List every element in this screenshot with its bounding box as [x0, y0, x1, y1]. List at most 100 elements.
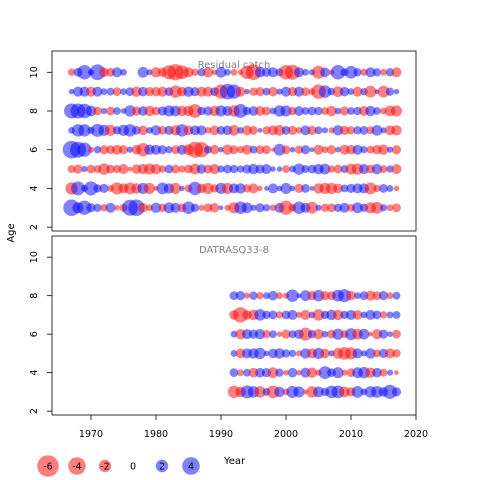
legend-bubble — [155, 459, 169, 473]
residual-bubble — [268, 310, 278, 320]
residual-bubble — [320, 67, 330, 78]
residual-bubble — [263, 292, 270, 300]
residual-bubble — [218, 146, 224, 153]
residual-bubble — [289, 146, 296, 153]
residual-bubble — [198, 204, 205, 211]
residual-bubble — [321, 330, 329, 338]
residual-bubble — [392, 310, 401, 319]
residual-bubble — [321, 127, 329, 134]
residual-bubble — [196, 125, 207, 136]
residual-bubble — [364, 182, 377, 195]
residual-bubble — [171, 164, 180, 174]
residual-bubble — [158, 165, 167, 173]
residual-bubble — [386, 311, 394, 319]
residual-bubble — [106, 106, 115, 116]
residual-bubble — [372, 68, 382, 77]
residual-bubble — [267, 183, 279, 194]
residual-bubble — [241, 329, 253, 340]
residual-bubble — [365, 105, 376, 117]
residual-bubble — [262, 310, 271, 320]
residual-bubble — [384, 348, 396, 359]
residual-bubble — [150, 202, 162, 213]
residual-bubble — [106, 164, 115, 174]
residual-bubble — [293, 67, 305, 78]
panel-title: DATRASQ33-8 — [199, 245, 269, 256]
residual-bubble — [386, 146, 394, 153]
residual-bubble — [235, 86, 246, 97]
residual-bubble — [309, 147, 315, 153]
residual-bubble — [353, 126, 362, 135]
residual-bubble — [249, 145, 258, 154]
residual-bubble — [315, 204, 322, 211]
residual-bubble — [319, 163, 331, 175]
residual-bubble — [390, 105, 403, 117]
residual-bubble — [249, 87, 258, 96]
residual-bubble — [391, 145, 402, 155]
residual-bubble — [364, 85, 377, 98]
residual-bubble — [254, 309, 266, 321]
residual-bubble — [132, 125, 141, 135]
plot-frame — [51, 50, 417, 232]
residual-bubble — [250, 204, 257, 211]
residual-bubble — [262, 329, 271, 339]
residual-bubble — [81, 165, 88, 173]
residual-bubble — [289, 185, 296, 192]
y-tick-label: 8 — [29, 108, 40, 114]
x-tick-label: 2010 — [339, 429, 363, 440]
x-tick-label: 2000 — [274, 429, 298, 440]
residual-bubble — [298, 327, 313, 341]
residual-bubble — [288, 106, 297, 116]
residual-bubble — [281, 349, 291, 358]
residual-bubble — [391, 67, 402, 78]
residual-bubble — [351, 386, 364, 398]
residual-bubble — [282, 165, 290, 173]
residual-bubble — [202, 67, 214, 78]
residual-bubble — [365, 290, 376, 301]
residual-bubble — [344, 65, 358, 79]
residual-bubble — [295, 126, 303, 134]
residual-bubble — [281, 125, 291, 135]
residual-bubble — [99, 183, 109, 194]
residual-bubble — [203, 203, 213, 213]
residual-bubble — [236, 165, 245, 173]
residual-bubble — [339, 202, 350, 213]
residual-bubble — [112, 87, 122, 97]
residual-bubble — [379, 368, 388, 377]
residual-bubble — [347, 107, 355, 115]
residual-bubble — [372, 310, 382, 320]
residual-bubble — [326, 145, 337, 155]
legend-label: -6 — [43, 462, 52, 473]
residual-bubble — [241, 202, 253, 214]
residual-bubble — [169, 182, 182, 194]
residual-bubble — [293, 86, 305, 97]
y-tick-label: 2 — [29, 224, 40, 230]
residual-bubble — [193, 142, 210, 158]
residual-bubble — [254, 347, 266, 360]
residual-bubble — [377, 85, 390, 98]
legend-bubble — [182, 457, 200, 475]
residual-bubble — [217, 165, 225, 173]
residual-bubble — [77, 200, 92, 215]
residual-bubble — [392, 329, 401, 339]
y-tick-label: 10 — [29, 251, 40, 263]
plot-frame — [51, 235, 417, 416]
residual-bubble — [288, 349, 297, 358]
residual-bubble — [352, 86, 363, 97]
residual-bubble — [244, 88, 250, 95]
residual-bubble — [275, 368, 284, 377]
residual-bubble — [368, 331, 373, 337]
residual-bubble — [120, 88, 127, 96]
residual-bubble — [178, 165, 186, 173]
residual-bubble — [77, 142, 92, 157]
residual-bubble — [359, 125, 369, 135]
residual-bubble — [209, 125, 220, 136]
residual-bubble — [183, 67, 194, 78]
residual-bubble — [209, 202, 220, 213]
residual-bubble — [100, 107, 108, 115]
residual-bubble — [326, 105, 337, 117]
residual-bubble — [150, 163, 162, 175]
residual-bubble — [157, 145, 168, 155]
residual-bubble — [307, 125, 317, 135]
residual-bubble — [93, 146, 102, 154]
residual-bubble — [371, 201, 383, 214]
